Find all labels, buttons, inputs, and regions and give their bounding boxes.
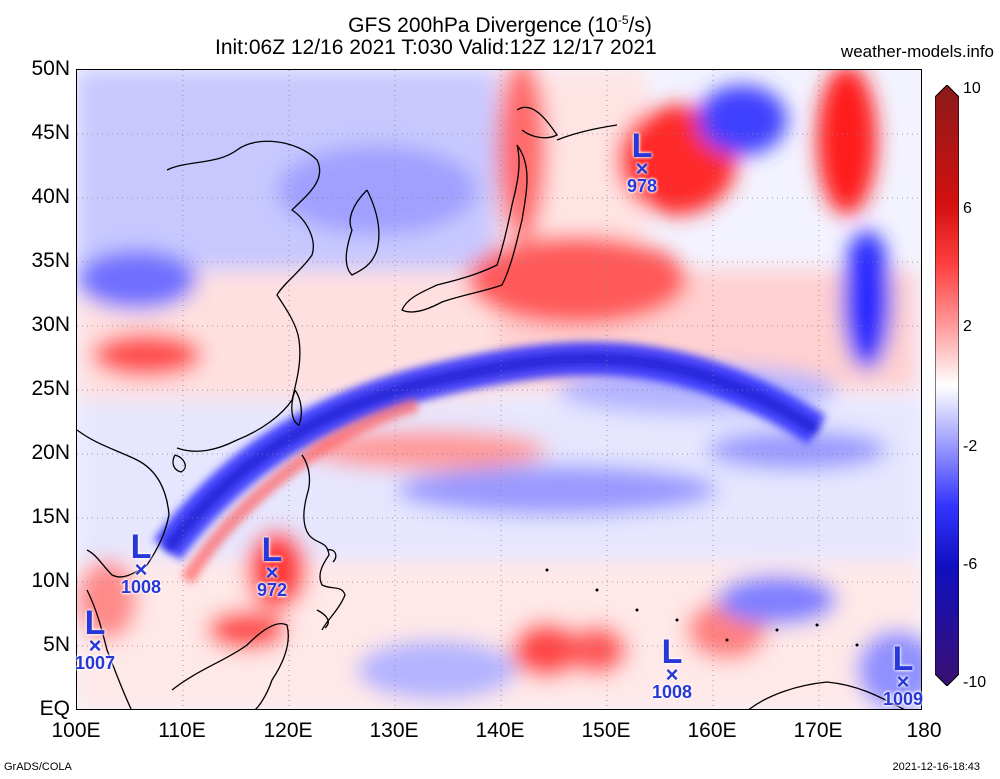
low-pressure-1008-indochina: L × 1008	[120, 528, 162, 597]
coastlines	[77, 106, 905, 709]
lon-label-130e: 130E	[369, 719, 419, 742]
lat-label-40n: 40N	[31, 185, 70, 208]
lon-label-120e: 120E	[263, 719, 313, 742]
colorbar	[934, 84, 960, 687]
lat-label-10n: 10N	[31, 569, 70, 592]
pacific-islands	[545, 568, 859, 647]
lat-label-5n: 5N	[43, 633, 70, 656]
lat-label-35n: 35N	[31, 249, 70, 272]
divergence-map	[76, 69, 922, 710]
colorbar-label-neg6: -6	[963, 556, 978, 573]
lat-label-eq: EQ	[39, 697, 70, 720]
low-pressure-978: L × 978	[626, 127, 658, 196]
site-name: weather-models.info	[840, 42, 994, 61]
software-credit: GrADS/COLA	[4, 761, 72, 773]
lat-label-50n: 50N	[31, 57, 70, 80]
lat-label-25n: 25N	[31, 377, 70, 400]
colorbar-label-10: 10	[963, 80, 981, 97]
colorbar-label-6: 6	[963, 200, 972, 217]
lon-label-140e: 140E	[475, 719, 525, 742]
lon-label-180: 180	[906, 719, 942, 742]
lat-label-45n: 45N	[31, 121, 70, 144]
lon-label-100e: 100E	[51, 719, 101, 742]
lat-label-20n: 20N	[31, 441, 70, 464]
low-pressure-1007: L × 1007	[74, 604, 116, 673]
generated-timestamp: 2021-12-16-18:43	[892, 761, 980, 773]
lon-label-110e: 110E	[158, 719, 206, 742]
graticule	[77, 70, 921, 709]
lon-label-170e: 170E	[793, 719, 843, 742]
low-pressure-972: L × 972	[256, 531, 288, 600]
lat-label-30n: 30N	[31, 313, 70, 336]
colorbar-label-2: 2	[963, 318, 972, 335]
lon-label-160e: 160E	[687, 719, 737, 742]
low-pressure-1009: L × 1009	[882, 640, 924, 709]
colorbar-label-neg2: -2	[963, 438, 978, 455]
colorbar-label-neg10: -10	[963, 674, 987, 691]
lon-label-150e: 150E	[581, 719, 631, 742]
chart-title: GFS 200hPa Divergence (10-5/s)	[348, 13, 652, 37]
low-pressure-1008-pacific: L × 1008	[651, 633, 693, 702]
lat-label-15n: 15N	[31, 505, 70, 528]
